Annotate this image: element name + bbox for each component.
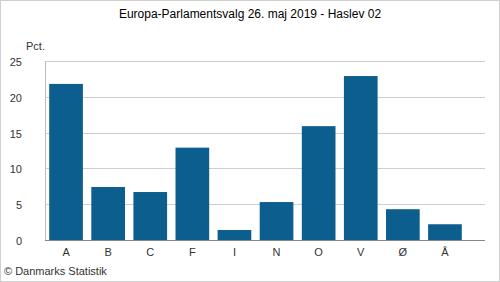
grid-line bbox=[45, 61, 485, 62]
source-note: © Danmarks Statistik bbox=[4, 265, 107, 277]
frame bbox=[1, 1, 500, 282]
chart-container: Europa-Parlamentsvalg 26. maj 2019 - Has… bbox=[0, 0, 500, 282]
title: Europa-Parlamentsvalg 26. maj 2019 - Has… bbox=[119, 7, 381, 21]
y-tick-label: 15 bbox=[10, 128, 22, 140]
bar bbox=[260, 202, 294, 240]
x-tick-label: V bbox=[357, 246, 365, 258]
bar bbox=[344, 76, 378, 240]
bar bbox=[218, 230, 252, 240]
y-tick-label: 10 bbox=[10, 163, 22, 175]
y-tick-label: 25 bbox=[10, 56, 22, 68]
x-tick-label: A bbox=[62, 246, 70, 258]
bar bbox=[176, 148, 210, 240]
grid-line bbox=[45, 168, 485, 169]
x-tick-label: O bbox=[314, 246, 323, 258]
x-tick-label: Ø bbox=[399, 246, 408, 258]
bar bbox=[49, 84, 83, 240]
grid-line bbox=[45, 97, 485, 98]
x-tick-label: Å bbox=[441, 246, 449, 258]
grid-line bbox=[45, 240, 485, 241]
x-tick-label: B bbox=[104, 246, 111, 258]
x-tick-label: C bbox=[146, 246, 154, 258]
y-tick-label: 20 bbox=[10, 92, 22, 104]
bars bbox=[49, 76, 462, 240]
bar bbox=[133, 192, 167, 240]
y-axis-line bbox=[45, 61, 46, 240]
x-tick-label: I bbox=[233, 246, 236, 258]
y-tick-label: 5 bbox=[16, 199, 22, 211]
bar bbox=[302, 126, 336, 240]
bar bbox=[428, 224, 462, 240]
x-tick-label: F bbox=[189, 246, 196, 258]
bar bbox=[386, 209, 420, 240]
bar bbox=[91, 187, 125, 240]
x-tick-label: N bbox=[273, 246, 281, 258]
grid-line bbox=[45, 133, 485, 134]
chart: Europa-Parlamentsvalg 26. maj 2019 - Has… bbox=[0, 0, 500, 282]
y-tick-label: 0 bbox=[16, 235, 22, 247]
y-axis-label: Pct. bbox=[26, 40, 45, 52]
